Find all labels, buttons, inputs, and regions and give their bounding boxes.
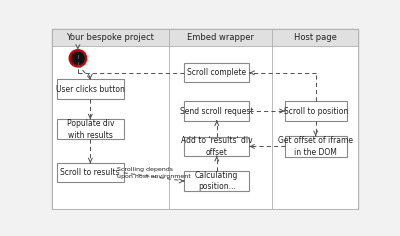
Text: Scroll to position: Scroll to position: [284, 106, 348, 115]
Ellipse shape: [72, 52, 84, 64]
Text: Embed wrapper: Embed wrapper: [187, 33, 254, 42]
Text: Populate div
with results: Populate div with results: [66, 119, 114, 139]
Bar: [169, 29, 272, 46]
Text: Your bespoke project: Your bespoke project: [66, 33, 154, 42]
Bar: [272, 46, 358, 209]
Ellipse shape: [69, 50, 86, 67]
Bar: [52, 29, 169, 46]
Text: Add to 'results' div
offset: Add to 'results' div offset: [181, 136, 252, 157]
Bar: [272, 29, 358, 46]
Bar: [184, 137, 249, 156]
Bar: [285, 101, 347, 121]
Text: Calculating
position...: Calculating position...: [195, 171, 238, 191]
Bar: [184, 63, 249, 82]
Bar: [57, 79, 124, 99]
Bar: [184, 171, 249, 190]
Text: Scroll complete: Scroll complete: [187, 68, 246, 77]
Bar: [285, 136, 347, 157]
Text: Scroll to results: Scroll to results: [60, 168, 120, 177]
Text: Send scroll request: Send scroll request: [180, 106, 254, 115]
Bar: [169, 46, 272, 209]
Text: Get offset of iframe
in the DOM: Get offset of iframe in the DOM: [278, 136, 353, 157]
Text: Host page: Host page: [294, 33, 336, 42]
Bar: [52, 46, 169, 209]
Text: Scrolling depends
upon host environment: Scrolling depends upon host environment: [117, 167, 190, 179]
Bar: [184, 101, 249, 121]
Bar: [57, 119, 124, 139]
Bar: [57, 163, 124, 182]
Text: User clicks button: User clicks button: [56, 85, 125, 94]
